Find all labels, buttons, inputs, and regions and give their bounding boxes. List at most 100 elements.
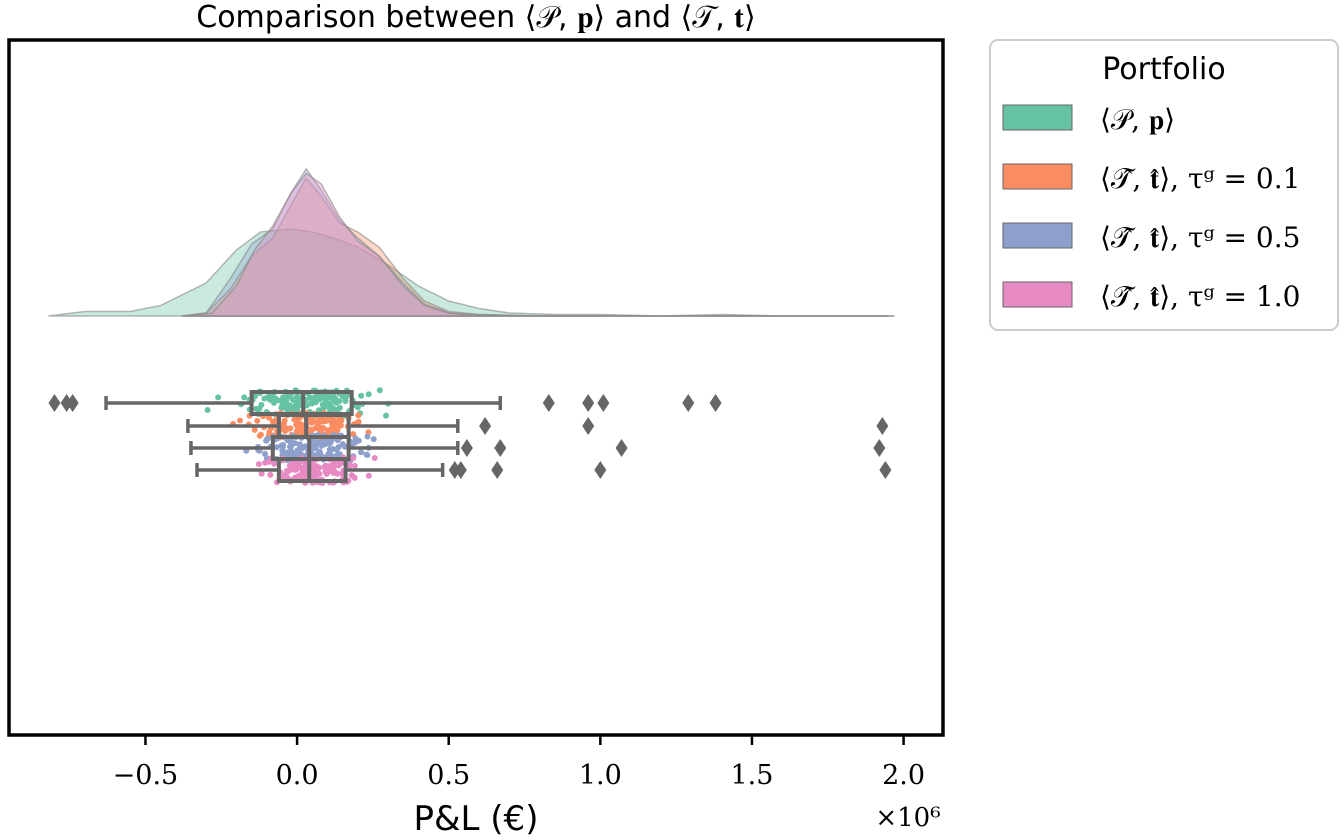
data-point [324,403,331,410]
data-point [351,462,358,469]
legend-label-series-3: ⟨𝒯̂, 𝐭̂⟩, τᵍ = 0.5 [1100,221,1300,254]
legend-swatch-series-4 [1002,281,1073,308]
data-point [322,441,329,448]
data-point [354,404,361,411]
data-point [337,422,344,429]
x-tick-label: 2.0 [882,760,925,791]
data-point [365,391,372,398]
data-point [316,448,323,455]
data-point [358,449,364,456]
x-tick-label: 1.0 [579,760,622,791]
legend-entries: ⟨𝒫, 𝐩⟩ ⟨𝒯̂, 𝐭̂⟩, τᵍ = 0.1 ⟨𝒯̂, 𝐭̂⟩, τᵍ = 0… [1002,103,1300,313]
outlier-marker [876,417,889,435]
x-axis-label: P&L (€) [414,799,539,839]
legend-frame [989,39,1339,331]
data-point [383,412,389,419]
data-point [286,467,292,474]
data-point [323,396,330,403]
legend-swatch-series-2 [1002,163,1073,190]
data-point [287,443,294,450]
x-tick-label: −0.5 [113,760,179,791]
data-point [358,392,365,399]
density-cloud-series-1 [48,228,895,317]
data-point [329,446,336,452]
data-point [255,461,262,468]
data-point [282,405,289,411]
legend-swatch-series-3 [1002,222,1073,249]
data-point [348,472,355,479]
data-point [307,427,314,433]
data-point [308,419,315,426]
data-point [309,400,315,407]
boxplot-series-1 [48,390,722,416]
data-point [293,421,300,428]
data-point [264,436,271,442]
data-point [298,464,304,471]
data-point [262,450,268,457]
data-point [204,407,211,413]
data-point [347,462,353,469]
outlier-marker [709,394,722,412]
outlier-marker [48,394,61,412]
data-point [266,458,272,465]
data-point [376,387,383,394]
x-tick-label: 0.5 [427,760,470,791]
legend-label-series-1: ⟨𝒫, 𝐩⟩ [1100,103,1175,136]
data-point [371,455,378,461]
outlier-marker [542,394,555,412]
box-iqr [276,457,348,483]
outlier-marker [873,439,886,457]
chart-title: Comparison between ⟨𝒫, 𝐩⟩ and ⟨𝒯, 𝐭⟩ [196,0,755,35]
data-point [318,424,325,431]
outlier-marker [491,461,504,479]
legend-swatch-series-1 [1002,104,1073,131]
legend: Portfolio ⟨𝒫, 𝐩⟩ ⟨𝒯̂, 𝐭̂⟩, τᵍ = 0.1 ⟨𝒯̂, 𝐭… [989,39,1339,331]
x-tick-label: 0.0 [276,760,319,791]
data-point [355,418,362,425]
outlier-marker [494,439,507,457]
data-point [363,451,370,458]
data-point [267,471,274,478]
data-point [323,463,330,469]
data-point [342,398,349,405]
data-point [299,425,306,432]
outlier-marker [448,461,461,479]
data-point [251,426,258,433]
data-point [350,455,357,461]
data-point [254,417,261,424]
outlier-marker [682,394,695,412]
plot-area [48,167,895,486]
data-point [355,437,362,444]
data-point [335,418,342,424]
data-point [289,396,296,403]
data-point [286,462,293,469]
data-point [364,433,371,440]
data-point [273,444,280,451]
data-point [355,412,362,419]
outlier-marker [594,461,607,479]
data-point [256,405,263,412]
outlier-marker [479,417,492,435]
data-point [317,392,324,399]
legend-label-series-2: ⟨𝒯̂, 𝐭̂⟩, τᵍ = 0.1 [1100,162,1300,195]
data-point [329,420,336,427]
data-point [296,402,303,409]
density-cloud-series-4 [187,172,895,317]
outlier-marker [60,394,73,412]
legend-title: Portfolio [1102,52,1225,87]
outlier-marker [597,394,610,412]
data-point [294,393,301,400]
data-point [258,470,265,477]
data-point [327,462,334,469]
outlier-marker [615,439,628,457]
x-axis-offset-label: ×10⁶ [875,803,940,833]
outlier-marker [582,417,595,435]
data-point [326,468,333,475]
outlier-marker [454,461,467,479]
data-point [281,419,287,426]
data-point [241,394,248,401]
data-point [279,443,286,450]
outlier-marker [66,394,79,412]
data-point [333,406,340,413]
x-axis: −0.5 0.0 0.5 1.0 1.5 2.0 [113,735,925,791]
